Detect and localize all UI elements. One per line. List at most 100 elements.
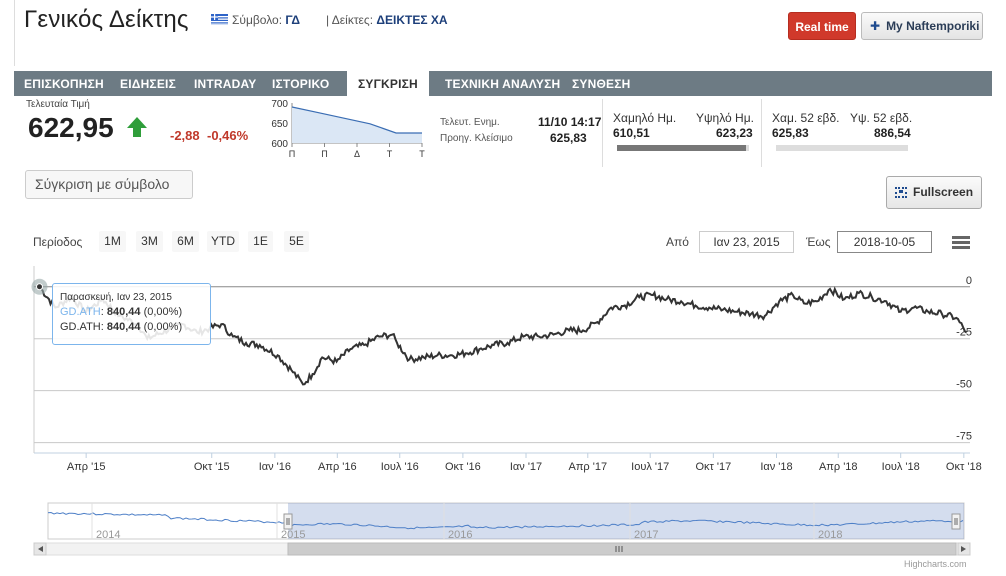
prev-close-label: Προηγ. Κλείσιμο: [440, 133, 513, 144]
prev-close-value: 625,83: [550, 131, 587, 145]
chart-tooltip: Παρασκευή, Ιαν 23, 2015 GD.ATH: 840,44 (…: [52, 283, 211, 345]
fullscreen-icon: [895, 187, 907, 198]
day-low-value: 610,51: [613, 126, 650, 140]
mini-line: [291, 106, 422, 134]
navigator-tick-label: 2016: [448, 529, 472, 541]
x-tick-label: Ιαν '17: [510, 461, 542, 473]
navigator-tick-label: 2014: [96, 529, 120, 541]
x-tick-label: Οκτ '15: [194, 461, 230, 473]
x-tick-label: Ιουλ '16: [381, 461, 419, 473]
day-range-fill: [617, 145, 747, 151]
day-range-bar: [617, 145, 749, 151]
index-link[interactable]: ΔΕΙΚΤΕΣ ΧΑ: [376, 13, 448, 27]
x-tick-label: Ιουλ '17: [631, 461, 669, 473]
from-label: Από: [666, 235, 689, 249]
change-percent: -0,46%: [207, 128, 249, 143]
hover-point: [35, 283, 43, 291]
highcharts-credit[interactable]: Highcharts.com: [904, 559, 967, 569]
high52-value: 886,54: [874, 126, 911, 140]
tab-overview[interactable]: ΕΠΙΣΚΟΠΗΣΗ: [24, 77, 104, 91]
tab-technical-analysis[interactable]: ΤΕΧΝΙΚΗ ΑΝΑΛΥΣΗ: [445, 77, 561, 91]
x-tick-label: Ιαν '16: [259, 461, 291, 473]
symbol-value: ΓΔ: [285, 13, 300, 27]
period-ytd-button[interactable]: YTD: [207, 231, 239, 252]
my-naftemporiki-button[interactable]: ✚ My Naftemporiki: [861, 12, 983, 40]
x-tick-label: Απρ '17: [568, 461, 607, 473]
navigator-handle[interactable]: [283, 513, 293, 530]
chart-navigator[interactable]: 2014 2015 2016 2017 2018: [0, 500, 1006, 560]
navigator-handle[interactable]: [951, 513, 961, 530]
mini-x-tick: Π: [321, 149, 328, 159]
plus-icon: ✚: [870, 19, 881, 33]
mini-y-tick: 600: [271, 139, 288, 150]
navigator-tick-label: 2017: [634, 529, 658, 541]
tab-intraday[interactable]: INTRADAY: [194, 77, 257, 91]
day-high-label: Υψηλό Ημ.: [696, 111, 754, 125]
tooltip-series-name: GD.ATH: [60, 306, 101, 318]
period-1m-button[interactable]: 1M: [99, 231, 126, 252]
last-price-label: Τελευταία Τιμή: [26, 99, 90, 110]
mini-x-tick: Δ: [354, 149, 360, 159]
navigator-frame: [47, 502, 965, 540]
y-tick-label: -25: [956, 327, 972, 339]
tab-compare[interactable]: ΣΥΓΚΡΙΣΗ: [347, 71, 429, 96]
symbol-label: Σύμβολο:: [232, 13, 283, 27]
page-title: Γενικός Δείκτης: [24, 6, 189, 33]
period-6m-button[interactable]: 6M: [172, 231, 199, 252]
realtime-button[interactable]: Real time: [788, 12, 856, 40]
compare-symbol-input[interactable]: Σύγκριση με σύμβολο: [25, 170, 193, 199]
day-high-value: 623,23: [716, 126, 753, 140]
tab-history[interactable]: ΙΣΤΟΡΙΚΟ: [272, 77, 330, 91]
tooltip-series-value: 840,44: [106, 321, 141, 333]
change-absolute: -2,88: [170, 128, 200, 143]
from-date-input[interactable]: Ιαν 23, 2015: [699, 231, 794, 253]
period-1y-button[interactable]: 1E: [248, 231, 273, 252]
period-5y-button[interactable]: 5E: [284, 231, 309, 252]
x-tick-label: Ιουλ '18: [882, 461, 920, 473]
fullscreen-button[interactable]: Fullscreen: [886, 176, 982, 209]
tooltip-series-pct: (0,00%): [143, 306, 183, 318]
tooltip-series-pct: (0,00%): [143, 321, 183, 333]
to-label: Έως: [806, 235, 831, 249]
mini-area: [292, 107, 422, 143]
tab-composition[interactable]: ΣΥΝΘΕΣΗ: [572, 77, 631, 91]
tooltip-row: GD.ATH: 840,44 (0,00%): [60, 321, 183, 333]
tooltip-row: GD.ATH: 840,44 (0,00%): [60, 306, 183, 318]
arrow-up-icon: [127, 117, 147, 137]
year-range-bar: [776, 145, 908, 151]
y-tick-label: 0: [966, 275, 972, 287]
last-price: 622,95: [28, 112, 114, 143]
index-info: | Δείκτες: ΔΕΙΚΤΕΣ ΧΑ: [326, 13, 448, 27]
period-label: Περίοδος: [33, 235, 83, 249]
period-3m-button[interactable]: 3M: [136, 231, 163, 252]
index-label: | Δείκτες:: [326, 13, 374, 27]
low52-label: Χαμ. 52 εβδ.: [772, 111, 840, 125]
x-tick-label: Οκτ '18: [946, 461, 982, 473]
x-tick-label: Απρ '16: [318, 461, 357, 473]
mini-x-tick: Τ: [419, 149, 425, 159]
left-border: [14, 0, 15, 66]
x-tick-label: Οκτ '17: [695, 461, 731, 473]
tooltip-series-value: 840,44: [106, 306, 141, 318]
mini-x-tick: Π: [289, 149, 296, 159]
symbol-info: Σύμβολο: ΓΔ: [232, 13, 300, 27]
greek-flag-icon: [211, 14, 228, 25]
scroll-right-icon: [961, 546, 966, 552]
scroll-left-icon: [38, 546, 43, 552]
tab-news[interactable]: ΕΙΔΗΣΕΙΣ: [120, 77, 176, 91]
mini-y-tick: 650: [271, 119, 288, 130]
navigator-series: [47, 511, 964, 530]
to-date-input[interactable]: 2018-10-05: [837, 231, 932, 253]
low52-value: 625,83: [772, 126, 809, 140]
x-tick-label: Απρ '15: [67, 461, 106, 473]
fullscreen-label: Fullscreen: [913, 185, 974, 199]
day-low-label: Χαμηλό Ημ.: [613, 111, 677, 125]
last-update-label: Τελευτ. Ενημ.: [440, 117, 500, 128]
chart-menu-icon[interactable]: [952, 236, 970, 250]
y-tick-label: -75: [956, 431, 972, 443]
navigator-selection: [288, 503, 964, 539]
divider: [761, 99, 762, 167]
high52-label: Υψ. 52 εβδ.: [850, 111, 913, 125]
tooltip-date: Παρασκευή, Ιαν 23, 2015: [60, 292, 172, 303]
